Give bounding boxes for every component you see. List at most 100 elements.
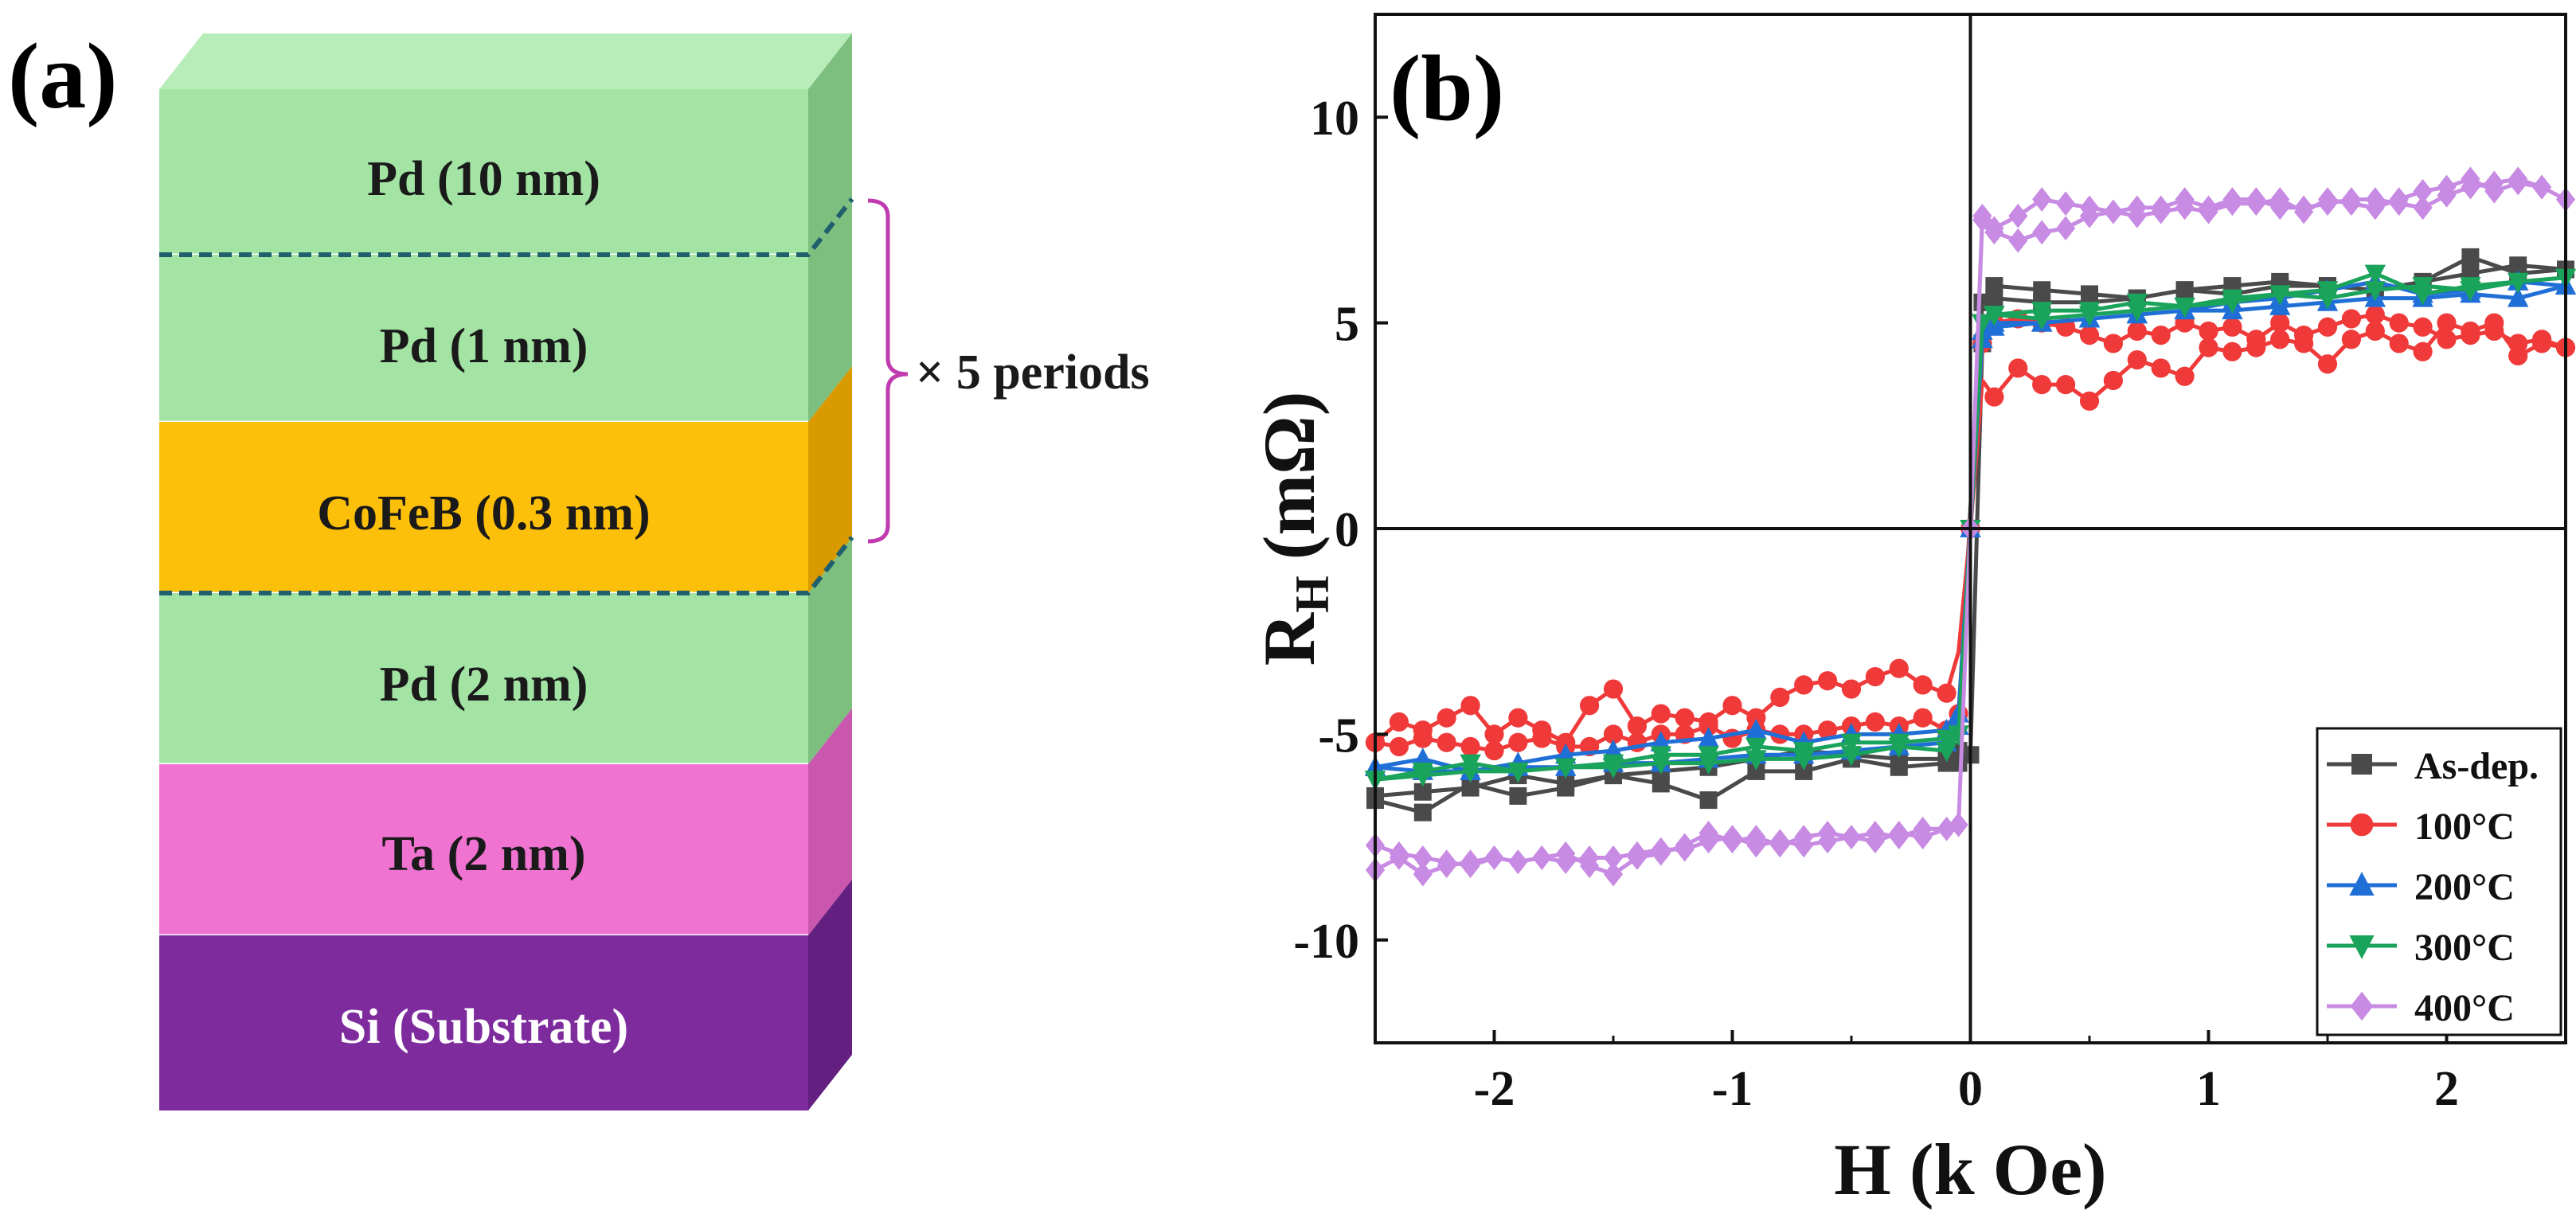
data-point bbox=[2484, 170, 2504, 196]
data-point bbox=[1794, 833, 1814, 858]
data-point bbox=[2032, 375, 2052, 395]
data-point bbox=[1865, 829, 1885, 854]
y-axis-title: RH (mΩ) bbox=[1249, 392, 1339, 666]
data-point bbox=[1840, 733, 1863, 755]
data-point bbox=[2389, 313, 2409, 333]
data-point bbox=[1984, 306, 2005, 326]
data-point bbox=[2246, 187, 2266, 212]
data-point bbox=[2151, 358, 2171, 378]
data-point bbox=[1698, 716, 1718, 736]
data-point bbox=[2270, 330, 2290, 349]
layer-3: CoFeB (0.3 nm) bbox=[159, 366, 852, 595]
data-point bbox=[2365, 187, 2385, 212]
data-point bbox=[2269, 285, 2291, 306]
y-tick-label: 0 bbox=[1335, 503, 1359, 557]
data-point bbox=[1509, 786, 1527, 805]
data-point bbox=[2175, 366, 2195, 386]
data-point bbox=[2008, 203, 2028, 228]
data-point bbox=[2008, 358, 2028, 378]
data-point bbox=[2031, 310, 2053, 330]
panel-b-label: (b) bbox=[1390, 36, 1504, 140]
data-point bbox=[1745, 737, 1767, 759]
period-label: × 5 periods bbox=[916, 345, 1150, 400]
period-bracket: × 5 periods bbox=[867, 198, 1150, 544]
data-point bbox=[2103, 334, 2123, 353]
period-boundary-dashed-line bbox=[159, 197, 854, 257]
data-point bbox=[2246, 330, 2266, 349]
data-point bbox=[2461, 248, 2480, 266]
data-point bbox=[2389, 191, 2409, 217]
data-point bbox=[2127, 321, 2147, 342]
data-point bbox=[1627, 716, 1647, 736]
data-point bbox=[1972, 208, 1992, 232]
data-point bbox=[2199, 195, 2218, 221]
data-point bbox=[2341, 187, 2361, 212]
data-point bbox=[1889, 658, 1909, 678]
x-tick-label: -1 bbox=[1712, 1062, 1753, 1116]
series-1 bbox=[1365, 305, 2576, 761]
data-point bbox=[1413, 803, 1432, 822]
data-point bbox=[1437, 732, 1456, 752]
data-point bbox=[2349, 935, 2375, 959]
data-point bbox=[2508, 166, 2528, 192]
data-point bbox=[1603, 679, 1624, 699]
data-point bbox=[2509, 256, 2527, 275]
data-point bbox=[2413, 195, 2433, 221]
layer-side-face bbox=[808, 366, 852, 593]
data-point bbox=[2199, 338, 2218, 357]
data-point bbox=[2508, 272, 2529, 294]
data-point bbox=[1698, 829, 1718, 854]
data-point bbox=[2389, 334, 2409, 353]
data-point bbox=[2175, 187, 2195, 212]
data-point bbox=[1818, 720, 1838, 740]
data-point bbox=[1722, 696, 1742, 716]
data-point bbox=[2364, 264, 2386, 285]
data-point bbox=[2103, 199, 2123, 224]
data-point bbox=[2079, 391, 2100, 411]
data-point bbox=[1795, 762, 1813, 780]
data-point bbox=[1508, 732, 1528, 752]
data-point bbox=[1389, 736, 1409, 757]
data-point bbox=[2056, 375, 2076, 395]
data-point bbox=[2437, 313, 2457, 333]
layer-front-face bbox=[159, 422, 808, 593]
data-point bbox=[1580, 696, 1600, 716]
data-point bbox=[2437, 330, 2457, 349]
data-point bbox=[1746, 833, 1766, 858]
data-point bbox=[1698, 727, 1719, 747]
data-point bbox=[1840, 746, 1863, 767]
data-point bbox=[1913, 675, 1933, 695]
data-point bbox=[2126, 302, 2148, 322]
data-point bbox=[1532, 728, 1552, 748]
data-point bbox=[2222, 342, 2242, 361]
data-point bbox=[1627, 841, 1647, 866]
data-point bbox=[2349, 872, 2375, 896]
data-point bbox=[1675, 837, 1695, 862]
data-point bbox=[2078, 306, 2101, 326]
data-point bbox=[2032, 220, 2052, 245]
data-point bbox=[2365, 321, 2385, 342]
data-point bbox=[2008, 228, 2028, 253]
data-point bbox=[1889, 821, 1909, 845]
data-point bbox=[1460, 762, 1481, 783]
y-tick-label: -5 bbox=[1318, 708, 1359, 763]
layer-side-face bbox=[808, 708, 852, 935]
data-point bbox=[2351, 754, 2372, 775]
data-point bbox=[2222, 293, 2243, 314]
data-point bbox=[1532, 845, 1552, 870]
data-point bbox=[1936, 729, 1957, 750]
layer-label: Ta (2 nm) bbox=[381, 827, 585, 881]
data-point bbox=[2484, 321, 2504, 342]
data-point bbox=[2508, 334, 2528, 353]
data-point bbox=[1984, 387, 2004, 407]
legend-item: 300°C bbox=[2327, 927, 2515, 969]
data-point bbox=[1793, 750, 1815, 771]
data-point bbox=[2032, 187, 2052, 212]
data-point bbox=[2127, 195, 2147, 221]
data-point bbox=[1770, 687, 1790, 707]
panel-a-label: (a) bbox=[8, 24, 118, 128]
data-point bbox=[1650, 754, 1671, 775]
layer-front-face bbox=[159, 764, 808, 935]
data-point bbox=[1508, 708, 1528, 728]
